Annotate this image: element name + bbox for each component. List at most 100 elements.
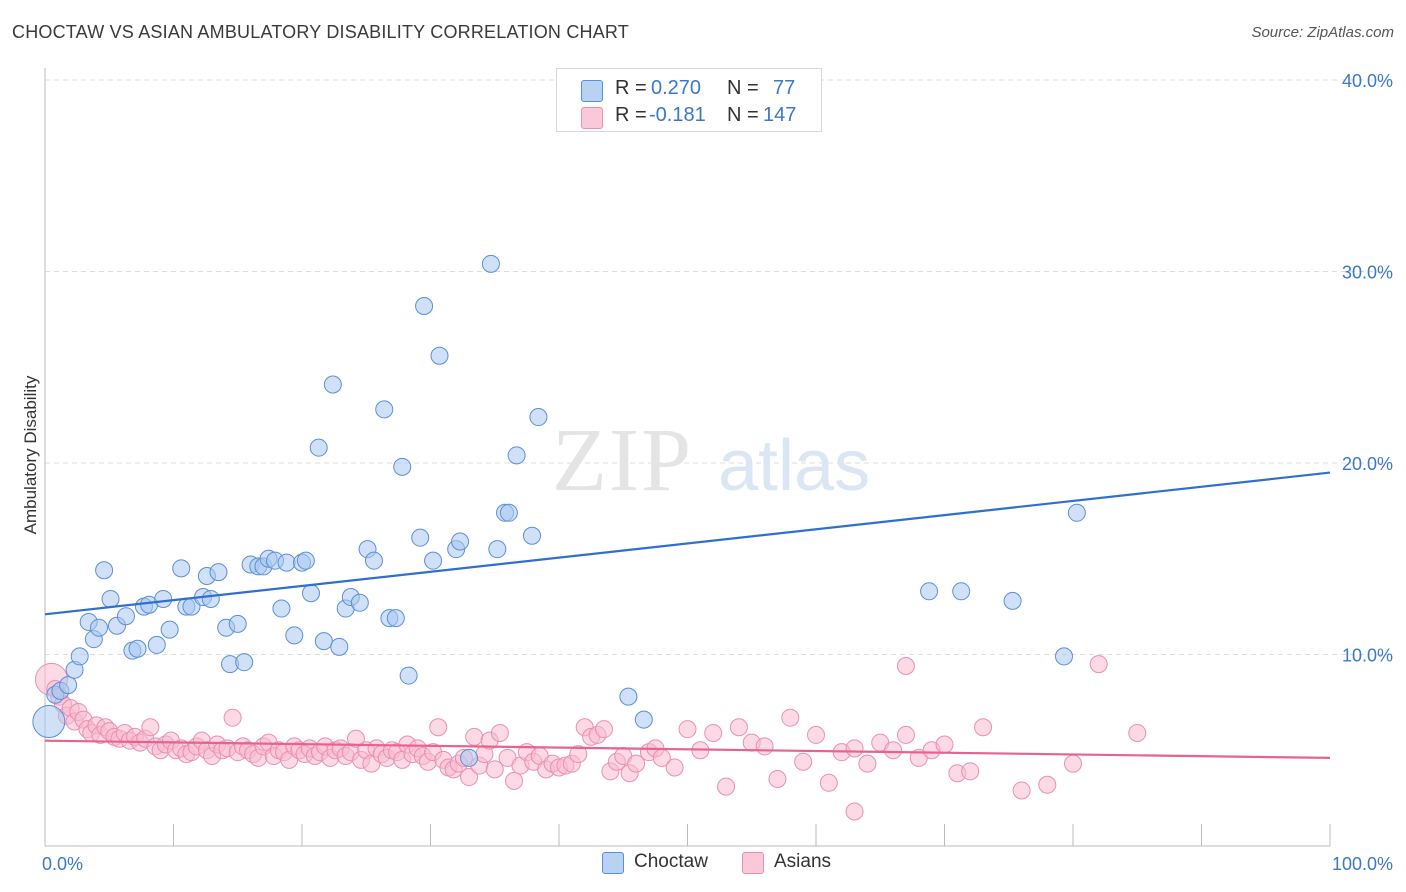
choctaw-point [1003, 591, 1022, 610]
asians-legend-swatch [742, 852, 764, 874]
choctaw-point [70, 647, 89, 666]
r-value: -0.181 [649, 104, 706, 126]
x-tick-label: 100.0% [1332, 854, 1393, 874]
n-value: 77 [773, 77, 796, 99]
r-label: R = [615, 104, 647, 126]
asians-point [1089, 655, 1108, 674]
choctaw-point [507, 446, 526, 465]
y-tick-label: 30.0% [1342, 263, 1393, 283]
choctaw-point [1055, 647, 1074, 666]
asians-point [755, 737, 774, 756]
asians-point [794, 752, 813, 771]
asians-swatch [581, 107, 603, 129]
choctaw-point [619, 687, 638, 706]
asians-point [896, 725, 915, 744]
y-tick-label: 20.0% [1342, 454, 1393, 474]
choctaw-swatch [581, 80, 603, 102]
legend-row-choctaw: R = 0.270 N = 77 [557, 77, 821, 105]
choctaw-point [393, 457, 412, 476]
y-tick-label: 40.0% [1342, 71, 1393, 91]
n-label: N = [727, 104, 759, 126]
choctaw-point [309, 438, 328, 457]
asians-point [465, 727, 484, 746]
watermark-atlas: atlas [718, 426, 870, 506]
asians-points [34, 655, 1147, 821]
choctaw-point [209, 563, 228, 582]
choctaw-point [201, 589, 220, 608]
choctaw-point [101, 589, 120, 608]
choctaw-point [364, 551, 383, 570]
asians-point [974, 718, 993, 737]
choctaw-point [285, 626, 304, 645]
asians-point [346, 729, 365, 748]
choctaw-points [32, 254, 1086, 767]
choctaw-point [89, 618, 108, 637]
asians-point [429, 718, 448, 737]
choctaw-point [523, 526, 542, 545]
asians-point [1128, 724, 1147, 743]
choctaw-point [160, 620, 179, 639]
choctaw-point [529, 408, 548, 427]
asians-point [781, 708, 800, 727]
asians-legend-label: Asians [774, 851, 832, 872]
choctaw-point [277, 553, 296, 572]
choctaw-point [920, 582, 939, 601]
choctaw-point [481, 254, 500, 273]
asians-point [729, 718, 748, 737]
asians-point [141, 718, 160, 737]
source-label: Source: ZipAtlas.com [1251, 24, 1394, 41]
choctaw-point [154, 589, 173, 608]
asians-point [1064, 754, 1082, 773]
asians-point [460, 768, 479, 787]
choctaw-point [272, 599, 291, 618]
asians-point [704, 724, 723, 743]
n-label: N = [727, 77, 759, 99]
x-tick-label: 0.0% [42, 854, 83, 874]
asians-point [858, 754, 877, 773]
choctaw-point [451, 532, 470, 551]
legend-row-asians: R = -0.181 N = 147 [557, 104, 821, 132]
asians-point [490, 724, 509, 743]
choctaw-point [375, 400, 394, 419]
choctaw-point [301, 584, 320, 603]
choctaw-point [386, 609, 405, 628]
asians-point [485, 760, 504, 779]
chart-title: CHOCTAW VS ASIAN AMBULATORY DISABILITY C… [12, 22, 630, 42]
choctaw-trend-line [44, 471, 1331, 616]
choctaw-point [411, 528, 430, 547]
tick-labels: 10.0% 20.0% 30.0% 40.0% 0.0% 100.0% [42, 71, 1393, 874]
choctaw-legend-swatch [602, 852, 624, 874]
choctaw-legend-label: Choctaw [634, 851, 708, 872]
choctaw-point [128, 639, 147, 658]
correlation-legend: R = 0.270 N = 77 R = -0.181 N = 147 [556, 68, 822, 132]
asians-point [768, 769, 787, 788]
asians-point [717, 777, 736, 796]
asians-point [961, 762, 980, 781]
choctaw-point [235, 653, 254, 672]
choctaw-point [32, 705, 66, 739]
watermark-zip: ZIP [552, 411, 693, 510]
asians-point [884, 741, 903, 760]
asians-point [505, 771, 524, 790]
r-label: R = [615, 77, 647, 99]
choctaw-point [1067, 503, 1086, 522]
asians-point [594, 720, 613, 739]
asians-point [627, 754, 646, 773]
choctaw-point [314, 632, 333, 651]
asians-point [678, 720, 697, 739]
choctaw-point [460, 748, 479, 767]
y-tick-label: 10.0% [1342, 646, 1393, 666]
asians-point [1038, 775, 1057, 794]
choctaw-point [488, 540, 507, 559]
y-axis-label: Ambulatory Disability [21, 375, 40, 534]
choctaw-point [430, 346, 449, 365]
choctaw-point [296, 551, 315, 570]
choctaw-point [147, 635, 166, 654]
choctaw-point [499, 503, 518, 522]
trend-lines [44, 471, 1331, 760]
choctaw-point [116, 607, 135, 626]
r-value: 0.270 [651, 77, 702, 99]
choctaw-point [634, 710, 653, 729]
choctaw-point [330, 637, 349, 656]
